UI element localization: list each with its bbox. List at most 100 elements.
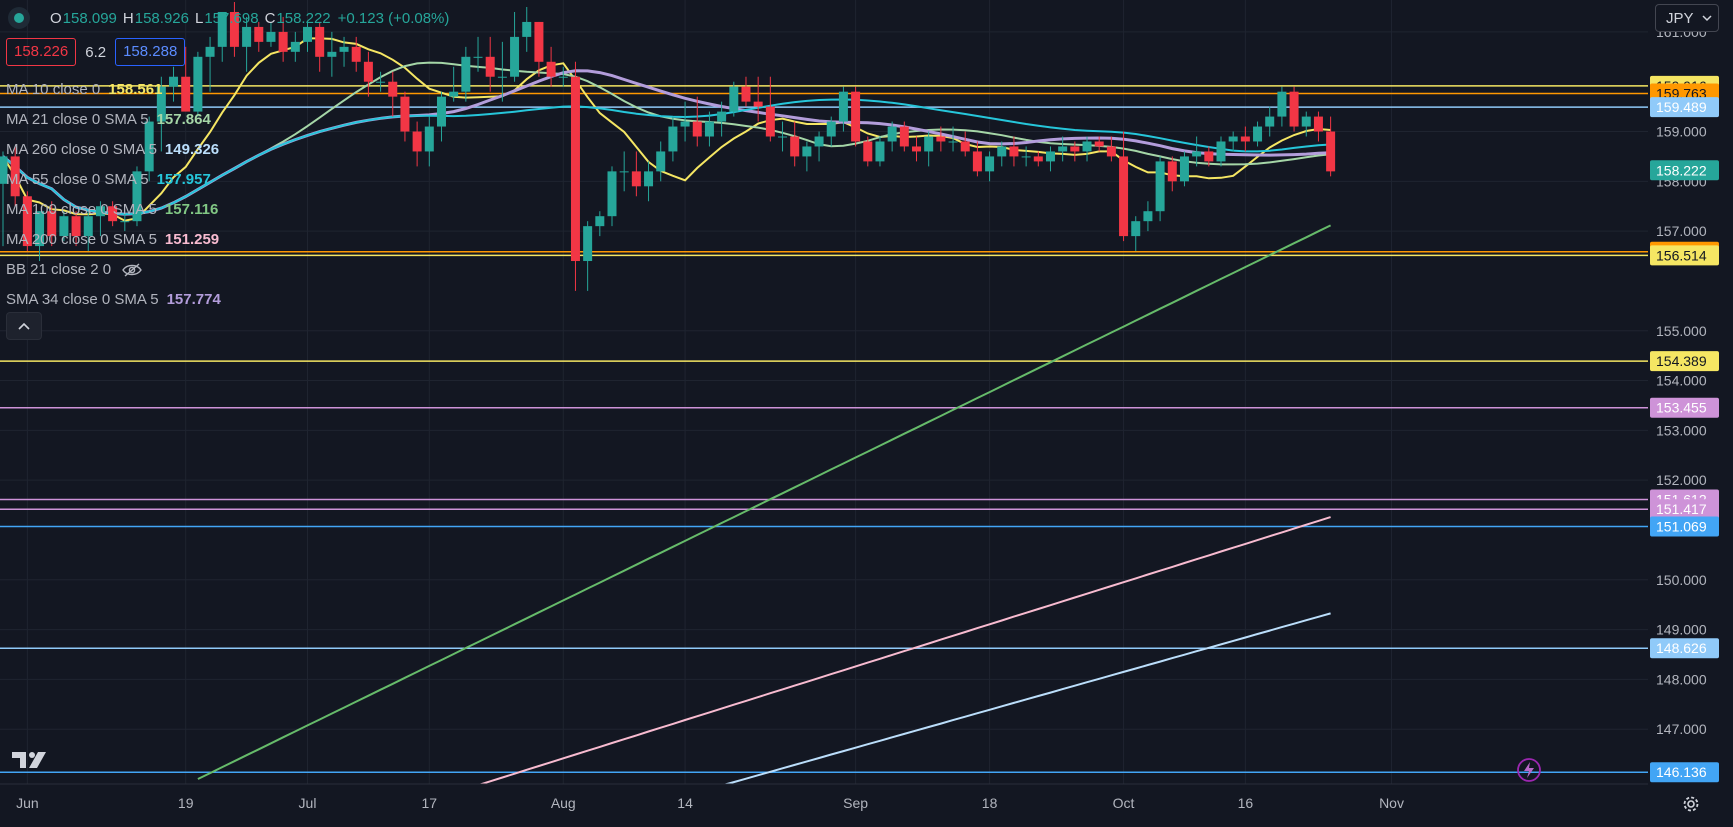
time-tick-label: 16 [1238,795,1254,811]
candle [120,211,130,232]
legend-row[interactable]: MA 55 close 0 SMA 5 157.957 [6,165,221,195]
candle [741,76,751,107]
price-tick-label: 147.000 [1656,721,1707,737]
price-label-bg [1650,160,1719,181]
legend-row[interactable]: MA 10 close 0 158.561 [6,75,221,105]
candle-body [985,156,995,172]
candle-body [461,56,471,92]
hidden-eye-icon[interactable] [121,262,143,278]
candle [193,51,203,117]
candle [912,136,921,162]
candle [899,121,909,152]
candle-body [95,206,105,217]
candle [424,116,434,167]
candle [510,11,520,82]
candle-body [132,171,142,222]
legend-label: SMA 34 close 0 SMA 5 [6,291,159,308]
legend-row[interactable]: SMA 34 close 0 SMA 5 157.774 [6,285,221,315]
candle-body [1253,126,1263,142]
candle [303,21,312,52]
candle-body [1070,146,1080,152]
collapse-legend-button[interactable] [6,312,42,340]
candle-body [607,171,617,217]
high-key: H [122,9,134,27]
candle-body [254,26,264,42]
candle-body [510,36,520,77]
legend-row[interactable]: MA 200 close 0 SMA 5 151.259 [6,225,221,255]
candle [35,211,45,262]
candle-body [997,146,1007,157]
candle-body [814,136,824,147]
low-value: 157.698 [204,9,259,27]
candle-body [875,141,885,162]
price-label-text: 148.626 [1656,640,1707,656]
market-status-icon[interactable] [8,7,30,29]
price-tick-label: 154.000 [1656,373,1707,389]
candle-body [1277,91,1287,117]
candle-body [619,171,629,173]
sell-price-button[interactable]: 158.226 [6,38,77,66]
time-tick-label: 18 [982,795,998,811]
legend-value: 158.561 [108,81,163,98]
candle [948,126,958,152]
candle [1045,146,1055,172]
candle [936,126,946,152]
candle-body [1009,146,1019,157]
price-tick-label: 152.000 [1656,472,1707,488]
open-value: 158.099 [62,9,117,27]
candle-body [205,46,215,57]
candle-body [1045,151,1055,162]
candle-body [899,126,909,147]
candle-body [290,41,300,52]
time-tick-label: 19 [178,795,194,811]
legend-row[interactable]: MA 100 close 0 SMA 5 157.116 [6,195,221,225]
candle [717,101,727,137]
tradingview-logo [12,752,46,768]
candle [765,76,775,142]
candle-body [144,121,154,172]
legend-row[interactable]: BB 21 close 2 0 [6,255,221,285]
candle [997,141,1007,167]
candle [10,146,20,207]
legend-row[interactable]: MA 260 close 0 SMA 5 149.326 [6,135,221,165]
candle [1228,131,1238,152]
gear-icon[interactable] [1680,793,1702,815]
candle [1021,146,1031,167]
candle-body [1216,141,1226,162]
ma260-line [709,612,1331,790]
candle [205,36,215,92]
legend-row[interactable]: MA 21 close 0 SMA 5 157.864 [6,105,221,135]
candle-body [436,96,446,127]
candle-body [1094,141,1104,147]
price-labels: 159.916159.763159.489156.587156.514154.3… [1650,75,1719,783]
candle-body [35,211,45,247]
candle [449,66,459,102]
candle-body [1155,161,1165,212]
currency-select[interactable]: JPY [1655,4,1719,32]
candle [656,141,666,182]
candle [1033,151,1043,167]
candle [1009,136,1019,167]
candle-body [83,216,93,237]
buy-price-button[interactable]: 158.288 [115,38,186,66]
candle-body [1313,116,1323,132]
candle [668,116,678,162]
ma55-line [2,98,1331,216]
candle-body [363,61,373,82]
price-label-bg [1650,351,1719,372]
price-label-bg [1650,638,1719,659]
candle-body [412,131,422,152]
candle-body [0,156,8,184]
candle-body [1240,136,1250,142]
candle-body [741,86,751,102]
candle [1216,136,1226,167]
candle-body [193,56,203,112]
price-label-text: 156.514 [1656,247,1707,263]
candle [108,201,118,227]
lightning-icon[interactable] [1515,756,1543,784]
candle-body [1082,141,1092,152]
candle-body [473,56,483,58]
candle [522,7,532,52]
candle [851,86,861,147]
